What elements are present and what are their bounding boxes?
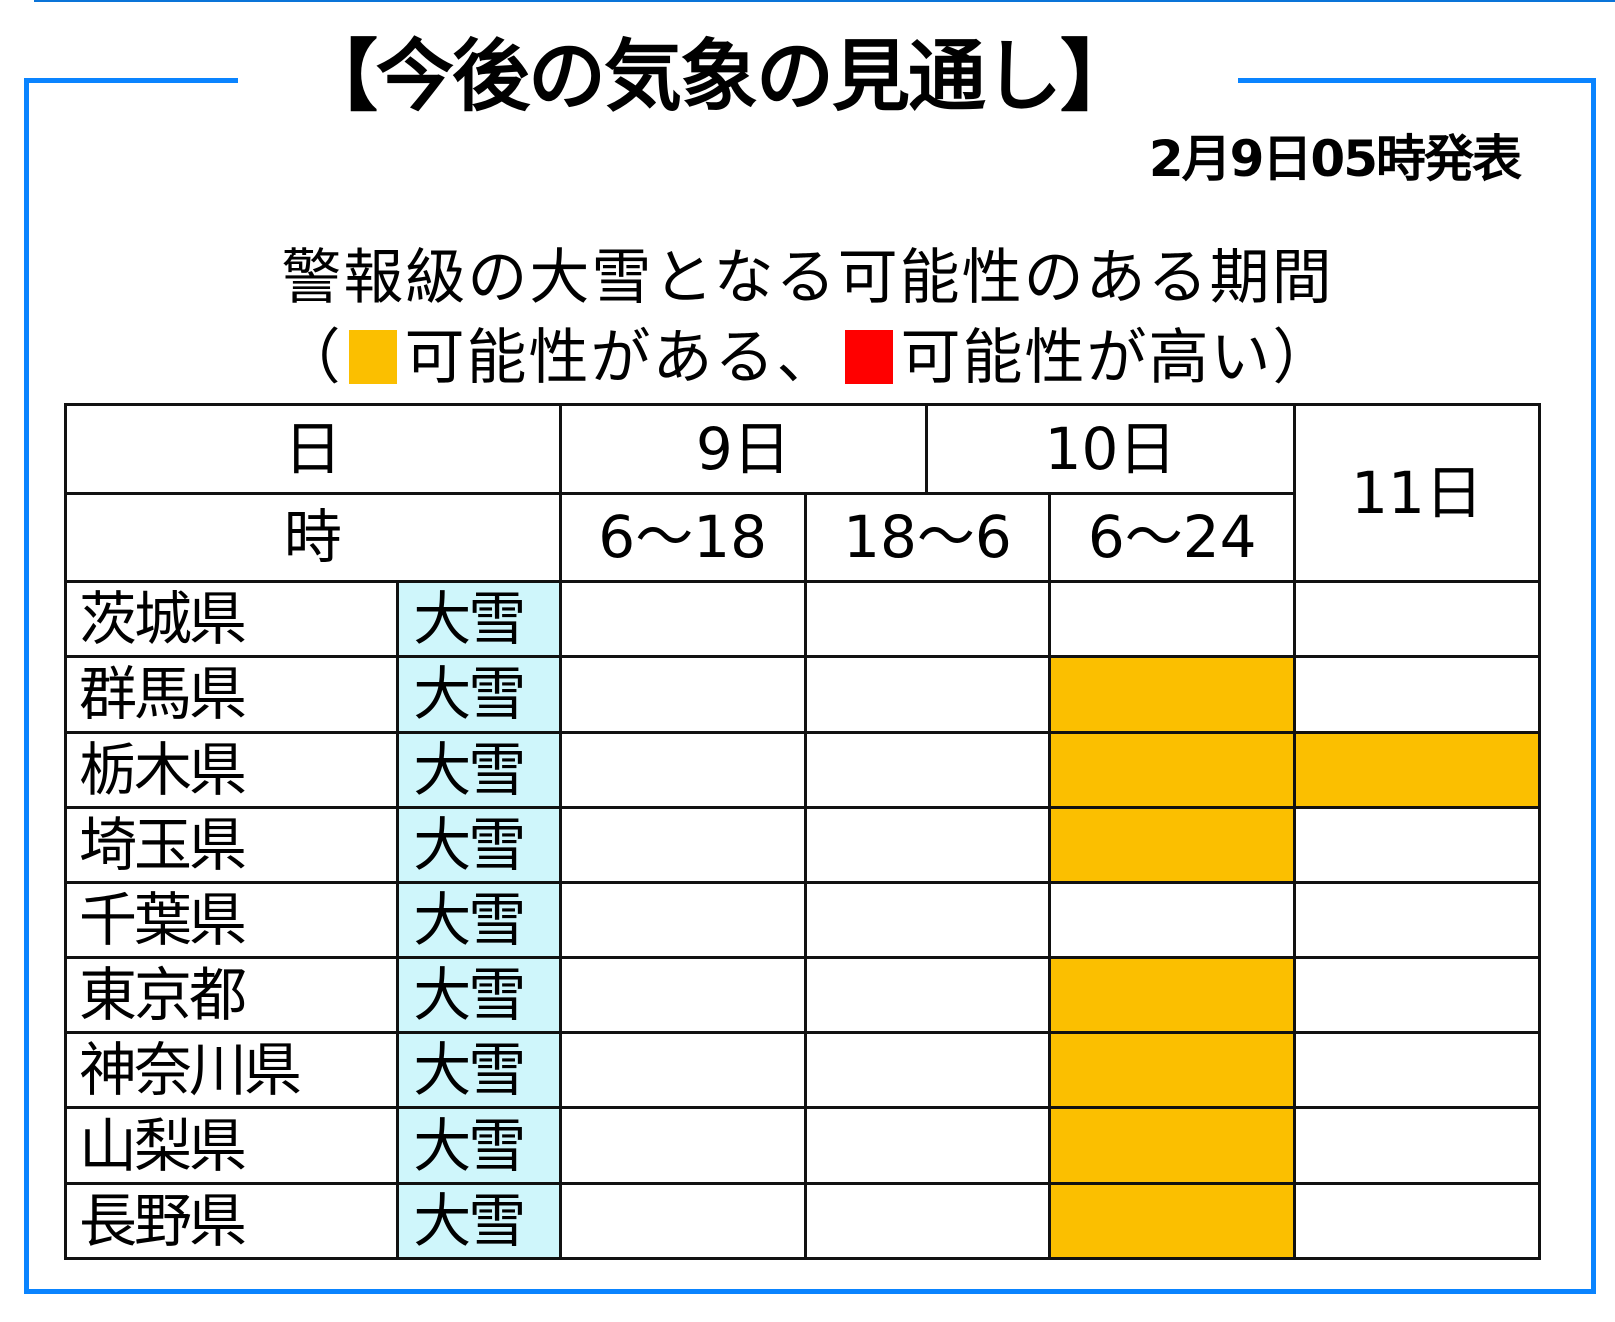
- header-row-time: 時 6～18 18～6 6～24: [64, 491, 1540, 584]
- legend: （ 可能性がある、 可能性が高い）: [200, 320, 1415, 396]
- prefecture-name: 茨城県: [63, 580, 400, 659]
- table-row: 千葉県 大雪: [63, 880, 1541, 960]
- table-row: 長野県 大雪: [63, 1181, 1541, 1261]
- legend-swatch-high: [844, 330, 893, 384]
- phenomenon-label: 大雪: [396, 1031, 562, 1110]
- outlook-cell-none: [1293, 1031, 1541, 1110]
- outlook-cell-none: [558, 956, 807, 1035]
- page-title: 【今後の気象の見通し】: [300, 32, 1138, 122]
- header-day-11: 11日: [1293, 402, 1541, 584]
- table-row: 茨城県 大雪: [63, 580, 1541, 659]
- outlook-cell-possible: [1293, 730, 1541, 809]
- outlook-cell-none: [803, 805, 1052, 884]
- legend-label-high: 可能性が高い: [900, 323, 1273, 393]
- frame-left: [24, 78, 29, 1294]
- header-day-9: 9日: [558, 403, 928, 495]
- legend-label-possible: 可能性がある、: [404, 323, 839, 393]
- outlook-cell-none: [558, 1181, 807, 1261]
- prefecture-name: 千葉県: [63, 880, 400, 960]
- outlook-cell-none: [1048, 580, 1297, 659]
- issued-time: 2月9日05時発表: [1148, 130, 1522, 188]
- outlook-cell-none: [1293, 1106, 1541, 1185]
- table-row: 東京都 大雪: [63, 956, 1541, 1035]
- phenomenon-label: 大雪: [396, 580, 562, 659]
- header-day-10: 10日: [924, 403, 1297, 495]
- outlook-cell-none: [1293, 880, 1541, 960]
- outlook-cell-none: [803, 730, 1052, 809]
- prefecture-name: 埼玉県: [63, 805, 400, 884]
- table-row: 神奈川県 大雪: [63, 1031, 1541, 1110]
- outlook-cell-possible: [1048, 956, 1297, 1035]
- outlook-cell-none: [803, 1181, 1052, 1261]
- phenomenon-label: 大雪: [396, 805, 562, 884]
- outlook-cell-none: [558, 1106, 807, 1185]
- prefecture-name: 群馬県: [63, 655, 400, 734]
- outlook-cell-none: [1293, 1181, 1541, 1261]
- outlook-cell-none: [803, 655, 1052, 734]
- outlook-cell-possible: [1048, 805, 1297, 884]
- outlook-cell-none: [803, 1106, 1052, 1185]
- outlook-cell-none: [803, 1031, 1052, 1110]
- outlook-cell-none: [1293, 805, 1541, 884]
- prefecture-name: 東京都: [63, 956, 400, 1035]
- outlook-cell-none: [1048, 880, 1297, 960]
- outlook-cell-possible: [1048, 1181, 1297, 1261]
- top-rule: [34, 0, 1615, 2]
- outlook-cell-none: [558, 580, 807, 659]
- header-period: 6～24: [1048, 491, 1297, 584]
- prefecture-name: 栃木県: [63, 730, 400, 809]
- table-row: 埼玉県 大雪: [63, 805, 1541, 884]
- outlook-cell-none: [1293, 655, 1541, 734]
- table-row: 群馬県 大雪: [63, 655, 1541, 734]
- header-time-label: 時: [64, 491, 562, 584]
- legend-swatch-possible: [348, 330, 397, 384]
- outlook-cell-none: [803, 880, 1052, 960]
- header-row-day: 日 9日 10日 11日: [64, 402, 1541, 584]
- frame-right: [1591, 78, 1596, 1294]
- outlook-cell-none: [803, 956, 1052, 1035]
- outlook-cell-possible: [1048, 1031, 1297, 1110]
- outlook-cell-none: [558, 730, 807, 809]
- phenomenon-label: 大雪: [396, 1106, 562, 1185]
- outlook-cell-possible: [1048, 1106, 1297, 1185]
- header-period: 18～6: [803, 491, 1052, 584]
- outlook-cell-possible: [1048, 655, 1297, 734]
- subtitle: 警報級の大雪となる可能性のある期間: [281, 243, 1334, 313]
- outlook-cell-none: [558, 880, 807, 960]
- frame-top-right: [1238, 78, 1596, 83]
- outlook-cell-possible: [1048, 730, 1297, 809]
- snow-outlook-table: 日 9日 10日 11日時 6～18 18～6 6～24 茨城県 大雪 群馬県 大雪 栃木県 大雪 埼玉県…: [63, 402, 1541, 1261]
- outlook-cell-none: [1293, 956, 1541, 1035]
- phenomenon-label: 大雪: [396, 730, 562, 809]
- legend-close-paren: ）: [1272, 323, 1335, 393]
- phenomenon-label: 大雪: [396, 655, 562, 734]
- prefecture-name: 山梨県: [63, 1106, 400, 1185]
- legend-open-paren: （: [280, 323, 343, 393]
- outlook-cell-none: [558, 655, 807, 734]
- phenomenon-label: 大雪: [396, 1181, 562, 1261]
- frame-bottom: [24, 1289, 1596, 1294]
- phenomenon-label: 大雪: [396, 956, 562, 1035]
- prefecture-name: 長野県: [63, 1181, 400, 1261]
- header-day-label: 日: [64, 403, 562, 495]
- outlook-cell-none: [1293, 580, 1541, 659]
- table-row: 栃木県 大雪: [63, 730, 1541, 809]
- frame-top-left: [24, 78, 238, 83]
- header-period: 6～18: [558, 491, 807, 584]
- outlook-cell-none: [558, 805, 807, 884]
- phenomenon-label: 大雪: [396, 880, 562, 960]
- outlook-cell-none: [803, 580, 1052, 659]
- table-row: 山梨県 大雪: [63, 1106, 1541, 1185]
- outlook-cell-none: [558, 1031, 807, 1110]
- prefecture-name: 神奈川県: [63, 1031, 400, 1110]
